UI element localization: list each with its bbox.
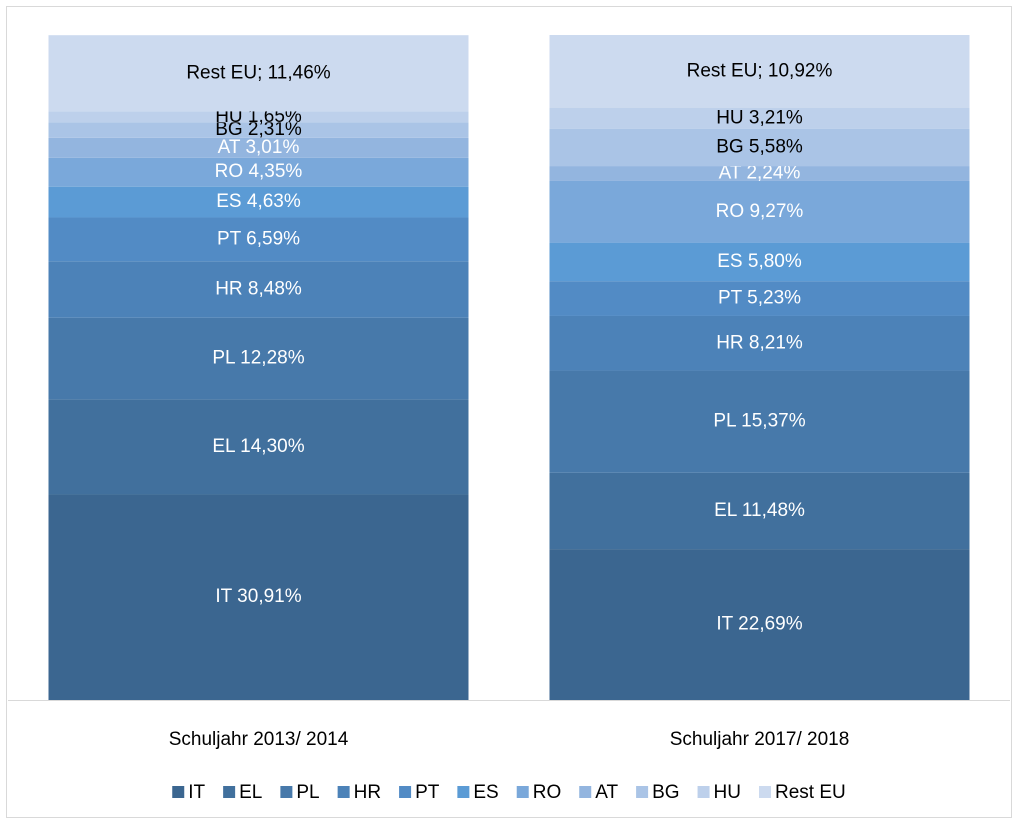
data-label: AT 3,01%: [218, 137, 300, 158]
legend-label: BG: [652, 782, 679, 803]
data-label: PL 12,28%: [212, 348, 304, 369]
x-tick-label: Schuljahr 2017/ 2018: [670, 729, 850, 750]
data-label: HU 3,21%: [716, 107, 803, 128]
bar-segment: [549, 549, 970, 700]
data-label: BG 5,58%: [716, 137, 803, 158]
bar-segment: [549, 35, 970, 108]
legend-label: ES: [473, 782, 498, 803]
bar-segment: [48, 35, 469, 112]
legend-label: PT: [415, 782, 440, 803]
data-label: PT 5,23%: [718, 288, 801, 309]
bar-segment: [48, 186, 469, 218]
legend-swatch: [337, 786, 350, 798]
data-label: ES 4,63%: [216, 191, 301, 212]
data-label: HR 8,48%: [215, 279, 302, 300]
data-label: HR 8,21%: [716, 332, 803, 353]
bar-segment: [549, 370, 970, 473]
legend-swatch: [280, 786, 293, 798]
legend-label: Rest EU: [775, 782, 846, 803]
bar-segment: [48, 111, 469, 123]
bar-segment: [549, 180, 970, 243]
legend-swatch: [579, 786, 592, 798]
legend-swatch: [457, 786, 470, 798]
legend-swatch: [516, 786, 529, 798]
legend-label: PL: [296, 782, 319, 803]
data-label: IT 30,91%: [215, 586, 301, 607]
legend-label: AT: [595, 782, 618, 803]
data-label: EL 14,30%: [212, 436, 304, 457]
bar-segment: [549, 472, 970, 550]
bar-segment: [48, 261, 469, 318]
bar-segment: [549, 166, 970, 181]
legend-swatch: [636, 786, 649, 798]
data-label: Rest EU; 10,92%: [687, 60, 833, 81]
legend-label: HR: [354, 782, 381, 803]
data-label: ES 5,80%: [717, 251, 802, 272]
data-label: Rest EU; 11,46%: [186, 62, 330, 83]
bar-segment: [48, 157, 469, 187]
bar-segment: [549, 107, 970, 129]
legend-swatch: [172, 786, 185, 798]
bar-segment: [48, 217, 469, 262]
x-tick-label: Schuljahr 2013/ 2014: [169, 729, 349, 750]
bar-segment: [549, 315, 970, 371]
bar-segment: [549, 242, 970, 282]
data-label: PL 15,37%: [713, 411, 805, 432]
data-label: RO 9,27%: [716, 201, 804, 222]
bar-segment: [48, 317, 469, 400]
bar-segment: [549, 281, 970, 316]
data-label: AT 2,24%: [719, 163, 801, 184]
legend-label: IT: [188, 782, 205, 803]
bar-segment: [48, 137, 469, 158]
data-label: EL 11,48%: [714, 500, 805, 521]
legend-label: RO: [533, 782, 562, 803]
legend-swatch: [759, 786, 772, 798]
legend-swatch: [399, 786, 412, 798]
legend-label: HU: [714, 782, 741, 803]
bar-segment: [48, 399, 469, 495]
legend-swatch: [697, 786, 710, 798]
bar-segment: [48, 494, 469, 700]
bar-segment: [48, 122, 469, 138]
bar-segment: [549, 128, 970, 167]
data-label: PT 6,59%: [217, 228, 300, 249]
data-label: IT 22,69%: [716, 614, 802, 635]
data-label: RO 4,35%: [215, 161, 303, 182]
legend-label: EL: [239, 782, 262, 803]
legend-swatch: [223, 786, 236, 798]
data-label: BG 2,31%: [215, 119, 302, 140]
